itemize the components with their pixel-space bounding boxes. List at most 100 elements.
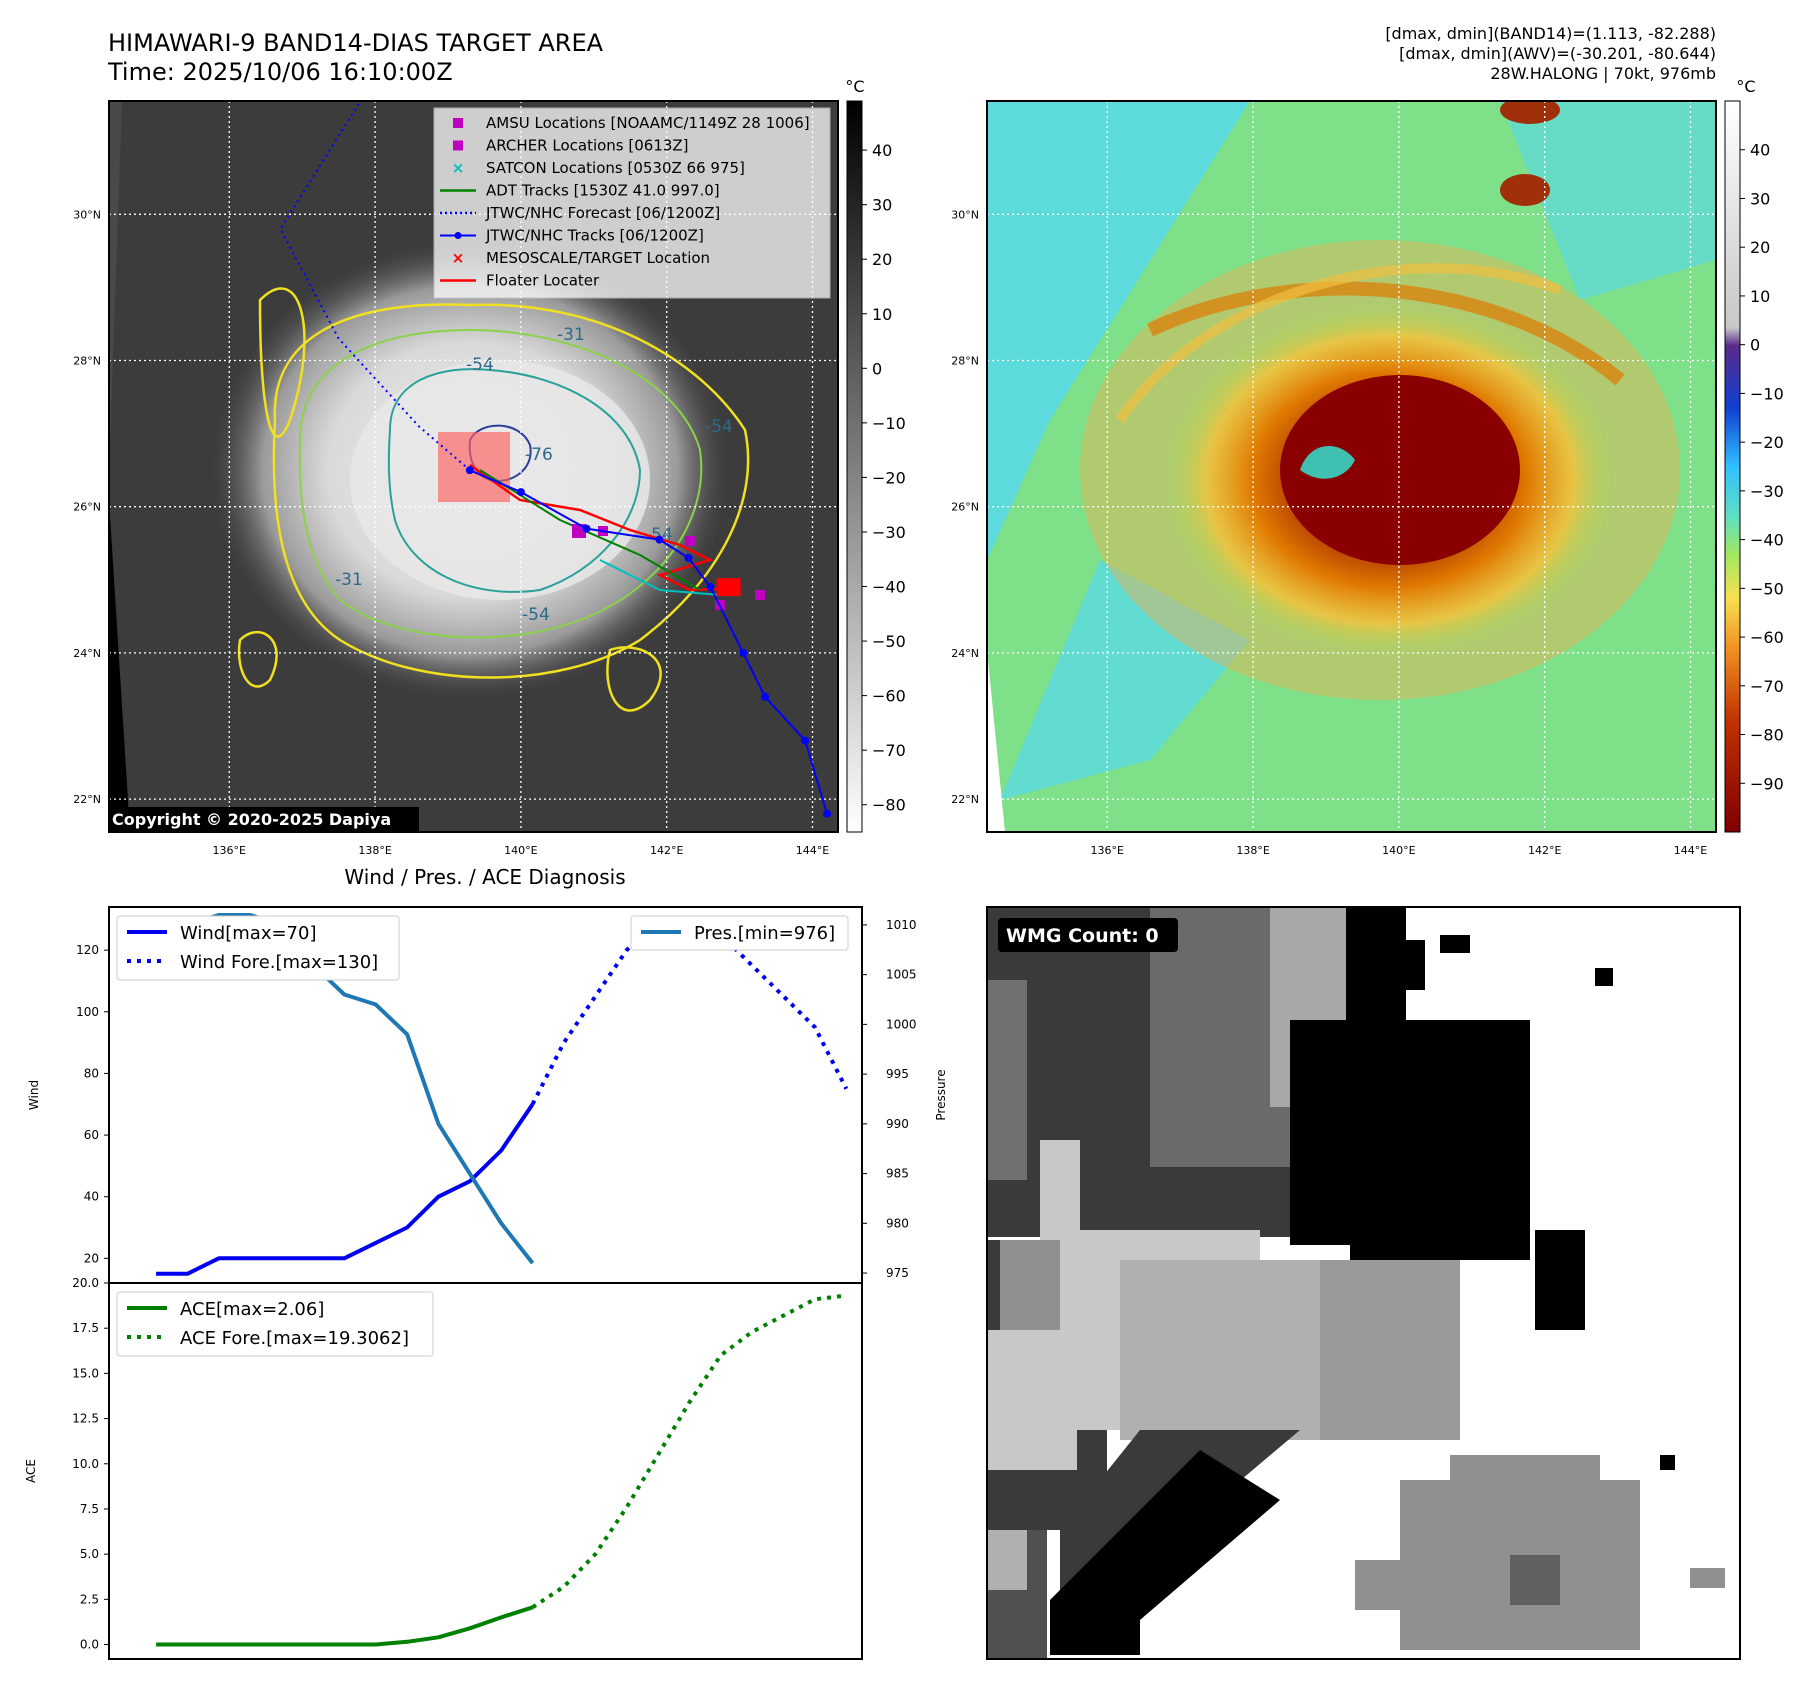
colorbar-tick-label: −40	[1750, 531, 1784, 550]
colorbar-tick-label: 20	[1750, 238, 1770, 257]
colorbar-tick-label: 0	[872, 359, 882, 378]
lon-tick-label: 140°E	[504, 844, 537, 857]
no-data-wedge	[109, 500, 130, 832]
y-tick-label: 10.0	[72, 1457, 99, 1471]
lat-tick-label: 28°N	[73, 355, 101, 368]
wmg-count-label: WMG Count: 0	[1006, 925, 1159, 947]
y-tick-label: 17.5	[72, 1321, 99, 1335]
lat-tick-label: 22°N	[73, 793, 101, 806]
lon-tick-label: 144°E	[796, 844, 829, 857]
wind-forecast-legend-label: Wind Fore.[max=130]	[180, 952, 378, 973]
band14-axis-labels: 30°N 28°N 26°N 24°N 22°N 136°E 138°E 140°E 142°E…	[73, 208, 829, 857]
jtwc-track-point	[801, 736, 810, 745]
band14-colorbar-unit: °C	[845, 77, 864, 96]
awv-colorbar-unit: °C	[1736, 77, 1755, 96]
ace-forecast-legend-label: ACE Fore.[max=19.3062]	[180, 1328, 409, 1349]
lon-tick-label: 140°E	[1382, 844, 1415, 857]
band14-frame	[108, 100, 839, 833]
lat-tick-label: 22°N	[951, 793, 979, 806]
legend-label: ADT Tracks [1530Z 41.0 997.0]	[486, 182, 720, 200]
wmg-frame	[986, 906, 1741, 1660]
y-tick-label: 0.0	[80, 1638, 99, 1652]
contour-label: -31	[335, 570, 363, 590]
lat-tick-label: 30°N	[73, 208, 101, 221]
colorbar-tick-label: 10	[872, 305, 892, 324]
observed-line	[156, 1103, 535, 1276]
info-band14-range: [dmax, dmin](BAND14)=(1.113, -82.288)	[1385, 24, 1716, 43]
y-tick-label: 60	[84, 1128, 99, 1142]
jtwc-track-point	[823, 809, 832, 818]
colorbar-tick-label: −50	[872, 632, 906, 651]
gridlines	[109, 101, 838, 832]
pressure-legend-label: Pres.[min=976]	[694, 923, 835, 944]
contour-green	[298, 328, 703, 639]
y-tick-label: 995	[886, 1067, 909, 1081]
pressure-series	[156, 913, 535, 1265]
legend-marker-x: ×	[452, 249, 465, 267]
y-tick-label: 15.0	[72, 1366, 99, 1380]
y-tick-label: 120	[76, 943, 99, 957]
ace-legend: ACE[max=2.06] ACE Fore.[max=19.3062]	[116, 1291, 434, 1357]
lon-tick-label: 136°E	[1091, 844, 1124, 857]
legend-marker-square	[453, 140, 463, 151]
band14-colorbar: °C 40 30 20 10 0 −10 −20 −30 −40 −50 −60 −70 −80	[845, 77, 906, 833]
legend-marker-x: ×	[452, 159, 465, 177]
awv-map-panel: 30°N 28°N 26°N 24°N 22°N 136°E 138°E 140°E 142°E…	[951, 100, 1717, 857]
awv-eye	[1300, 446, 1355, 479]
contour-label: -54	[705, 417, 733, 437]
wind-axis-label: Wind	[27, 1080, 41, 1110]
awv-colorbar-bar	[1724, 100, 1741, 833]
legend-marker-dot	[454, 232, 462, 239]
diagnosis-panel: Wind / Pres. / ACE Diagnosis Wind Pressu…	[24, 865, 948, 1660]
lon-tick-label: 138°E	[358, 844, 391, 857]
forecast-line	[531, 1293, 847, 1609]
copyright-box	[109, 807, 419, 831]
ace-axis-label: ACE	[24, 1459, 38, 1483]
track-legend: AMSU Locations [NOAAMC/1149Z 28 1006] ARC…	[433, 107, 831, 299]
colorbar-tick-label: −60	[872, 687, 906, 706]
y-tick-label: 990	[886, 1117, 909, 1131]
band14-colorbar-bar	[846, 100, 863, 833]
colorbar-tick-label: −60	[1750, 628, 1784, 647]
y-tick-label: 20	[84, 1251, 99, 1265]
y-tick-label: 20.0	[72, 1276, 99, 1290]
figure-time: Time: 2025/10/06 16:10:00Z	[107, 58, 453, 86]
wmg-count-box	[998, 918, 1178, 952]
lon-tick-label: 142°E	[650, 844, 683, 857]
y-tick-label: 40	[84, 1190, 99, 1204]
contour-label: -54	[466, 355, 494, 375]
contour-label: -76	[525, 445, 553, 465]
colorbar-tick-label: 40	[1750, 141, 1770, 160]
y-tick-label: 1005	[886, 968, 917, 982]
contour-yellow	[272, 303, 750, 679]
awv-axis-labels: 30°N 28°N 26°N 24°N 22°N 136°E 138°E 140°E 142°E…	[951, 208, 1707, 857]
y-tick-label: 100	[76, 1005, 99, 1019]
diagnosis-title: Wind / Pres. / ACE Diagnosis	[344, 865, 625, 889]
awv-gridlines	[987, 101, 1716, 832]
lat-tick-label: 26°N	[73, 501, 101, 514]
pressure-legend: Pres.[min=976]	[630, 915, 849, 951]
colorbar-tick-label: −30	[1750, 482, 1784, 501]
copyright-text: Copyright © 2020-2025 Dapiya	[112, 810, 391, 829]
jtwc-track-point	[761, 692, 770, 701]
y-tick-label: 1000	[886, 1017, 917, 1031]
wind-legend: Wind[max=70] Wind Fore.[max=130]	[116, 915, 400, 981]
wmg-image	[987, 907, 1725, 1660]
jtwc-track-point	[684, 553, 693, 562]
y-tick-label: 975	[886, 1266, 909, 1280]
lat-tick-label: 26°N	[951, 501, 979, 514]
colorbar-tick-label: −70	[872, 741, 906, 760]
awv-colorbar: °C 40 30 20 10 0 −10 −20 −30 −40 −50 −60 −70 −80 −90	[1724, 77, 1784, 833]
lon-tick-label: 144°E	[1674, 844, 1707, 857]
lat-tick-label: 30°N	[951, 208, 979, 221]
legend-label: JTWC/NHC Forecast [06/1200Z]	[485, 204, 720, 222]
info-awv-range: [dmax, dmin](AWV)=(-30.201, -80.644)	[1399, 44, 1716, 63]
target-marker	[716, 578, 741, 597]
y-tick-label: 80	[84, 1066, 99, 1080]
colorbar-tick-label: −80	[872, 796, 906, 815]
colorbar-tick-label: −10	[872, 414, 906, 433]
contour-label: -31	[557, 325, 585, 345]
legend-label: ARCHER Locations [0613Z]	[486, 137, 689, 155]
jtwc-track-point	[706, 583, 715, 592]
